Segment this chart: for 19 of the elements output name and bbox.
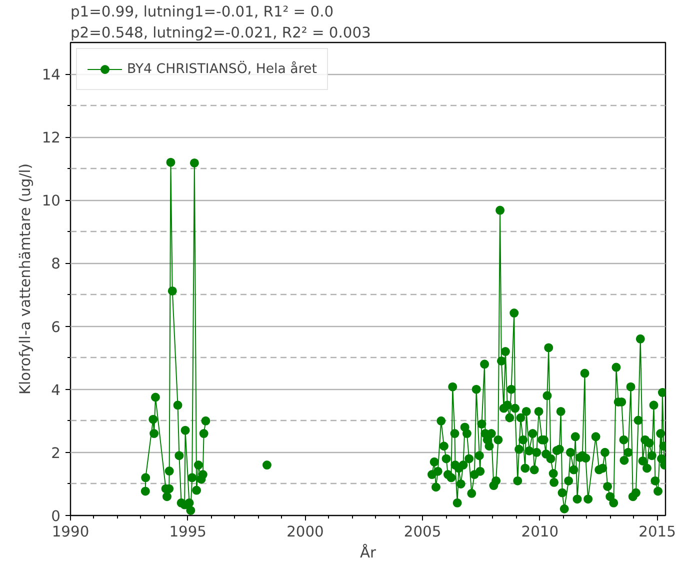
x-tick-label: 2000 xyxy=(286,524,324,540)
y-tick-label: 12 xyxy=(42,130,61,147)
y-axis-title: Klorofyll-a vattenhämtare (ug/l) xyxy=(16,163,34,395)
y-tick-label: 2 xyxy=(51,444,61,462)
y-tick-label: 6 xyxy=(51,318,61,336)
x-tick-label: 2010 xyxy=(521,524,559,540)
x-axis-title: År xyxy=(360,544,377,562)
y-tick-label: 8 xyxy=(51,256,61,273)
x-tick-label: 2015 xyxy=(638,524,676,540)
chart-subtitle: p2=0.548, lutning2=-0.021, R2² = 0.003 xyxy=(70,24,371,42)
x-tick-label: 2005 xyxy=(404,524,442,540)
y-tick-label: 10 xyxy=(42,192,61,210)
y-tick-label: 0 xyxy=(51,508,61,525)
x-tick-label: 1990 xyxy=(52,524,90,540)
legend-label: BY4 CHRISTIANSÖ, Hela året xyxy=(127,62,317,76)
x-tick-label: 1995 xyxy=(169,524,207,540)
y-tick-label: 14 xyxy=(42,66,61,84)
y-tick-label: 4 xyxy=(51,382,61,399)
chart-title: p1=0.99, lutning1=-0.01, R1² = 0.0 xyxy=(70,4,334,20)
